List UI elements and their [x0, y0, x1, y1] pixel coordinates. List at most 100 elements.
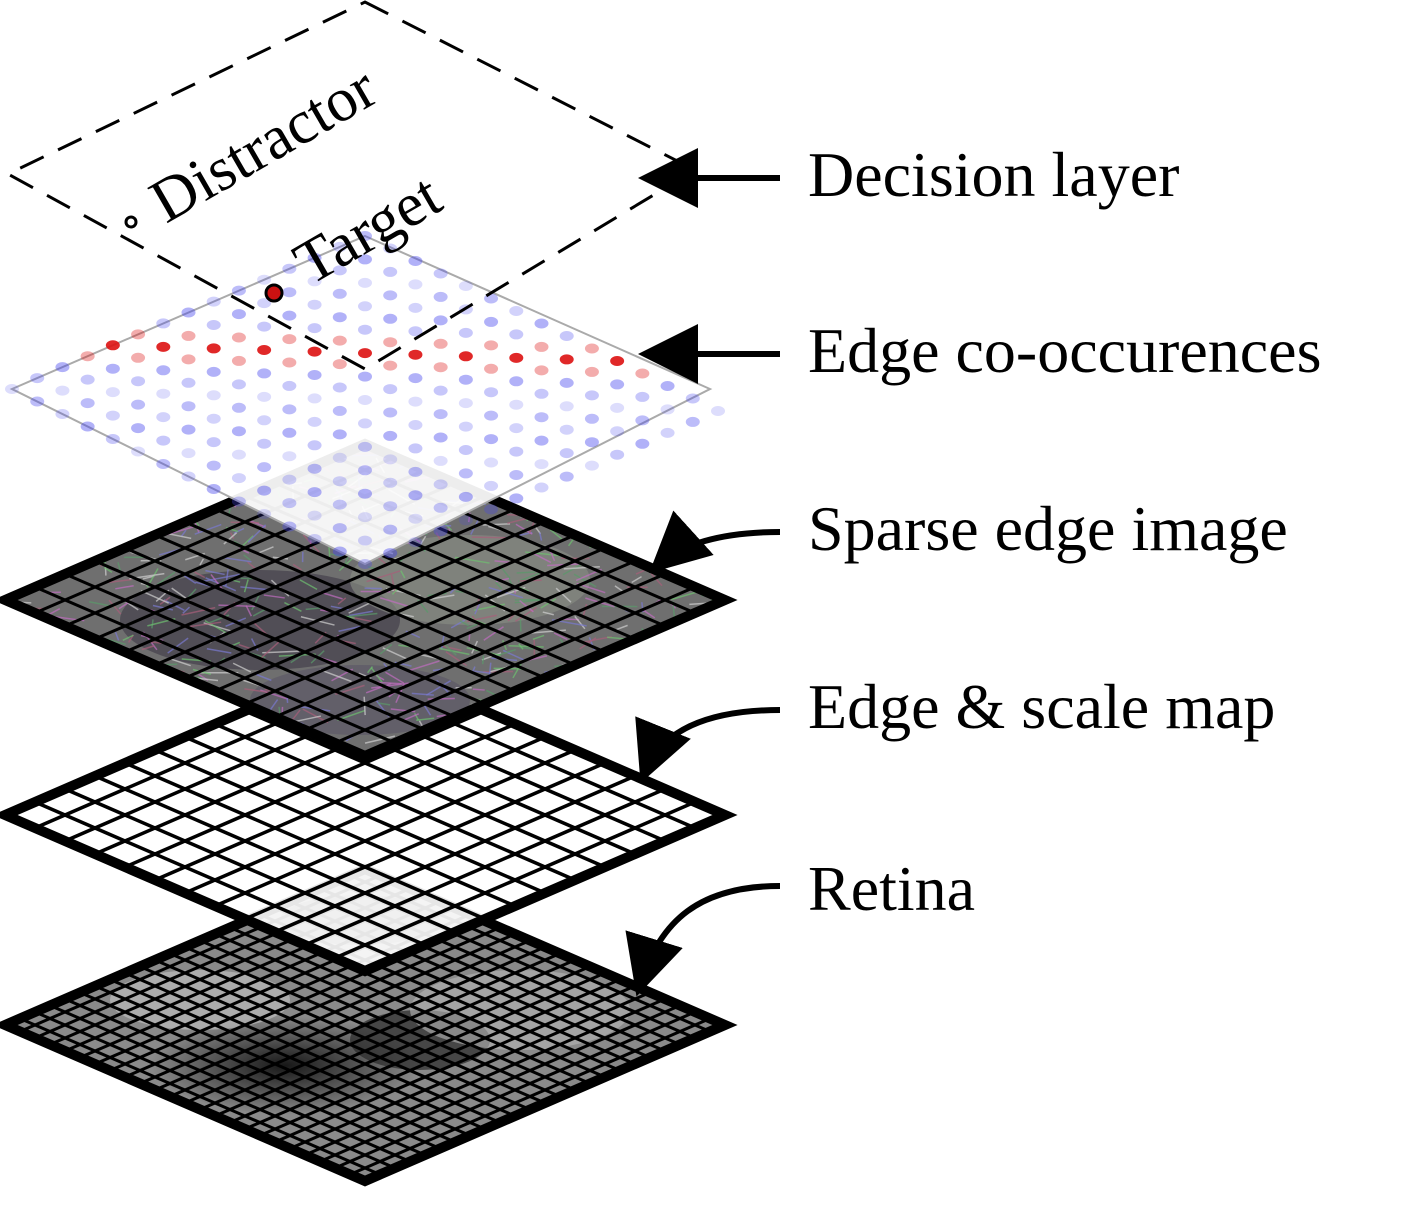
grid-line	[304, 787, 666, 947]
cooccurrence-dot	[433, 385, 448, 396]
edge-stroke	[194, 571, 206, 579]
cooccurrence-dot	[332, 523, 347, 534]
cooccurrence-dot	[383, 337, 398, 348]
cooccurrence-dot	[584, 413, 599, 424]
edge-stroke	[254, 673, 272, 682]
cooccurrence-dot	[484, 457, 499, 468]
edge-stroke	[337, 597, 347, 605]
cooccurrence-dot	[458, 515, 473, 526]
edge-stroke	[247, 524, 267, 543]
cooccurrence-dot	[156, 341, 171, 352]
distractor-marker	[124, 215, 138, 229]
edge-stroke	[243, 554, 251, 561]
edge-stroke	[555, 587, 572, 603]
edge-stroke	[222, 556, 252, 563]
edge-stroke	[238, 643, 251, 650]
cooccurrence-dot	[534, 365, 549, 376]
edge-stroke	[562, 564, 581, 576]
retina-plane	[0, 863, 738, 1187]
grid-line	[304, 572, 666, 732]
cooccurrence-dot	[30, 396, 45, 407]
edge-stroke	[299, 579, 318, 591]
cooccurrence-dot	[383, 313, 398, 324]
cooccurrence-dot	[206, 413, 221, 424]
cooccurrence-dot	[5, 384, 19, 394]
edge-stroke	[472, 688, 485, 691]
edge-stroke	[400, 570, 406, 579]
cooccurrence-dot	[484, 504, 499, 515]
arrow-retina	[625, 883, 781, 997]
cooccurrence-dot	[332, 382, 347, 393]
cooccurrence-dot	[534, 459, 549, 470]
edge-stroke	[278, 706, 281, 715]
cooccurrence-dot	[458, 491, 473, 502]
edge-stroke	[348, 602, 371, 614]
cooccurrence-dot	[458, 445, 473, 455]
edge-stroke	[292, 563, 302, 571]
cooccurrence-dot	[383, 360, 398, 371]
edge-stroke	[549, 529, 563, 540]
cooccurrence-dot	[509, 376, 524, 387]
cooccurrence-dot	[206, 484, 221, 494]
cooccurrence-dot	[383, 243, 398, 254]
cooccurrence-dot	[156, 459, 171, 469]
cooccurrence-dot	[156, 388, 171, 399]
edge-stroke	[403, 713, 420, 721]
cooccurrence-dot	[458, 421, 473, 432]
edge-stroke	[518, 643, 524, 650]
edge-stroke	[474, 596, 483, 615]
edge-stroke	[108, 599, 122, 615]
cooccurrence-dot	[231, 473, 246, 484]
edge-stroke	[302, 534, 320, 553]
cooccurrence-dot	[105, 434, 120, 444]
cooccurrence-dot	[559, 331, 574, 341]
cooccurrence-dot	[509, 493, 524, 504]
edge-stroke	[330, 553, 343, 557]
cooccurrence-dot	[131, 423, 146, 434]
edge-stroke	[515, 606, 537, 623]
edge-stroke	[194, 523, 222, 535]
cooccurrence-dot	[206, 366, 221, 377]
cooccurrence-dot	[307, 370, 322, 380]
edge-scale-plane	[0, 653, 738, 977]
cooccurrence-dot	[332, 288, 347, 299]
cooccurrence-dot	[610, 402, 625, 413]
edge-stroke	[247, 561, 257, 570]
cooccurrence-dot	[307, 252, 322, 263]
cooccurrence-dot	[358, 559, 372, 569]
cooccurrence-dot	[332, 476, 347, 487]
edge-stroke	[519, 599, 534, 613]
cooccurrence-dot	[458, 281, 473, 291]
cooccurrence-dot	[181, 307, 196, 318]
cooccurrence-dot	[181, 354, 196, 365]
cooccurrence-dot	[635, 415, 650, 426]
edge-stroke	[269, 699, 279, 711]
cooccurrence-dot	[408, 537, 423, 548]
cooccurrence-dot	[559, 377, 574, 388]
edge-stroke	[643, 610, 656, 619]
cooccurrence-dot	[131, 352, 146, 363]
cooccurrence-dot	[408, 349, 423, 360]
edge-stroke	[516, 571, 536, 574]
cooccurrence-dot	[231, 285, 246, 296]
cooccurrence-dot	[711, 406, 725, 416]
cooccurrence-dot	[635, 368, 650, 379]
cooccurrence-dot	[282, 427, 297, 438]
cooccurrence-dot	[332, 452, 347, 463]
cooccurrence-dot	[383, 548, 398, 559]
cooccurrence-dot	[181, 424, 196, 435]
cooccurrence-dot	[534, 412, 549, 423]
cooccurrence-dot	[584, 437, 599, 448]
cooccurrence-dot	[408, 396, 423, 407]
cooccurrence-dot	[383, 430, 398, 441]
cooccurrence-dot	[307, 534, 322, 544]
cooccurrence-dot	[433, 432, 448, 443]
cooccurrence-dot	[559, 424, 574, 435]
edge-stroke	[425, 680, 451, 696]
edge-stroke	[474, 670, 491, 674]
edge-stroke	[284, 601, 302, 613]
cooccurrence-dot	[307, 393, 322, 404]
cooccurrence-dot	[307, 510, 322, 521]
cooccurrence-dot	[80, 374, 95, 385]
